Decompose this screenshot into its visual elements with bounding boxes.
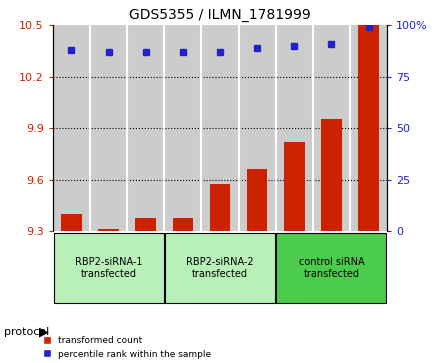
Bar [210,184,230,231]
Text: protocol: protocol [4,327,50,337]
Bar [202,25,238,231]
Text: control siRNA
transfected: control siRNA transfected [299,257,364,279]
Bar [90,25,127,231]
FancyBboxPatch shape [165,233,275,303]
Bar [98,229,119,231]
Title: GDS5355 / ILMN_1781999: GDS5355 / ILMN_1781999 [129,8,311,22]
Bar [136,219,156,231]
Bar [359,25,379,231]
Bar [321,119,342,231]
Bar [284,142,304,231]
Bar [276,25,313,231]
FancyBboxPatch shape [54,233,164,303]
Bar [127,25,164,231]
Bar [172,219,193,231]
FancyBboxPatch shape [276,233,386,303]
Text: ▶: ▶ [39,326,48,339]
Bar [350,25,387,231]
Bar [247,169,268,231]
Text: RBP2-siRNA-2
transfected: RBP2-siRNA-2 transfected [186,257,254,279]
Bar [61,214,81,231]
Legend: transformed count, percentile rank within the sample: transformed count, percentile rank withi… [40,333,215,362]
Bar [53,25,90,231]
Bar [313,25,350,231]
Bar [164,25,202,231]
Text: RBP2-siRNA-1
transfected: RBP2-siRNA-1 transfected [75,257,142,279]
Bar [238,25,276,231]
